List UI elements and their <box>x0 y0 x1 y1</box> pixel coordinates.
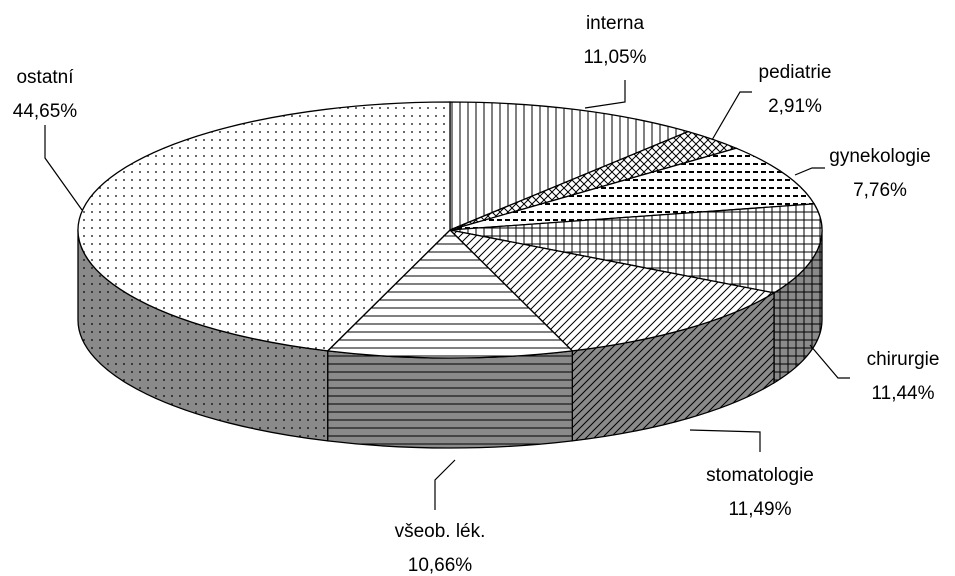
leader-line <box>434 459 456 510</box>
slice <box>448 228 776 352</box>
slice <box>449 203 823 294</box>
leader-line <box>711 91 752 141</box>
category-label: stomatologie <box>706 465 814 486</box>
category-label: pediatrie <box>759 62 832 83</box>
value-label: 10,66% <box>408 555 473 576</box>
value-label: 7,76% <box>853 180 907 201</box>
value-label: 11,05% <box>583 47 646 68</box>
value-label: 11,44% <box>871 383 934 404</box>
leader-line <box>809 344 850 379</box>
slice <box>449 101 691 231</box>
labels: interna 11,05% pediatrie 2,91% gynekologie 7,… <box>13 13 940 576</box>
value-label: 2,91% <box>768 96 822 117</box>
slice <box>449 147 816 231</box>
category-label: všeob. lék. <box>395 521 486 542</box>
value-label: 44,65% <box>13 101 78 122</box>
leader-line <box>584 80 626 109</box>
leader-line <box>689 429 761 452</box>
category-label: gynekologie <box>829 146 930 167</box>
pie-sides <box>77 229 823 449</box>
pie-tops <box>77 101 823 359</box>
slice-side <box>327 350 573 449</box>
leader-line <box>794 167 825 176</box>
category-label: chirurgie <box>867 349 940 370</box>
slice <box>326 229 574 359</box>
category-label: interna <box>586 13 645 34</box>
value-label: 11,49% <box>728 499 791 520</box>
category-label: ostatní <box>16 67 74 88</box>
leader-line <box>44 125 83 211</box>
slice <box>77 101 451 352</box>
